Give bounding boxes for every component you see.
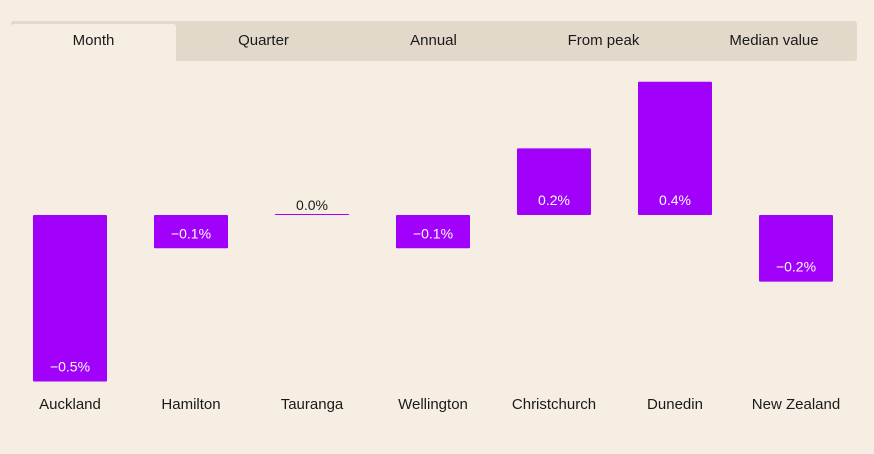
category-label-hamilton: Hamilton [161, 396, 220, 413]
tab-from-peak[interactable]: From peak [567, 32, 640, 49]
bar-dunedin [638, 81, 712, 215]
category-label-auckland: Auckland [39, 396, 101, 413]
tab-median-value[interactable]: Median value [729, 32, 819, 49]
tab-quarter[interactable]: Quarter [238, 32, 289, 49]
value-label-auckland: −0.5% [50, 359, 90, 375]
tab-bar: Month Quarter Annual From peak Median va… [11, 21, 857, 61]
value-label-hamilton: −0.1% [171, 225, 211, 241]
bar-wellington [396, 215, 470, 249]
bar-christchurch [517, 148, 591, 215]
value-label-dunedin: 0.4% [659, 192, 691, 208]
category-label-new-zealand: New Zealand [752, 396, 840, 413]
bar-auckland [33, 215, 107, 382]
value-label-new-zealand: −0.2% [776, 259, 816, 275]
value-label-tauranga: 0.0% [296, 197, 328, 213]
value-label-wellington: −0.1% [413, 225, 453, 241]
bar-hamilton [154, 215, 228, 249]
tab-month[interactable]: Month [11, 24, 176, 61]
tab-annual[interactable]: Annual [410, 32, 457, 49]
bar-new-zealand [759, 215, 833, 282]
category-label-wellington: Wellington [398, 396, 468, 413]
category-label-christchurch: Christchurch [512, 396, 596, 413]
category-label-tauranga: Tauranga [281, 396, 344, 413]
category-label-dunedin: Dunedin [647, 396, 703, 413]
value-label-christchurch: 0.2% [538, 192, 570, 208]
